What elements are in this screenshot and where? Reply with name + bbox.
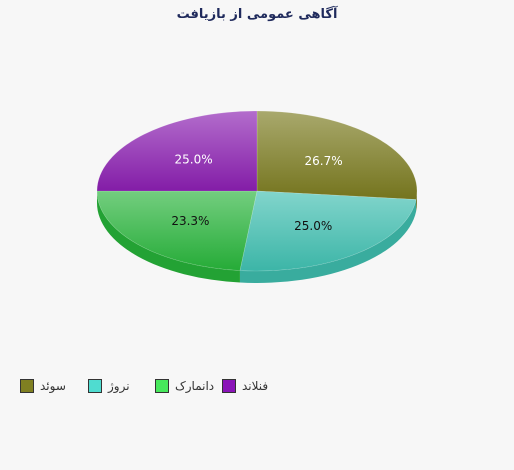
pie-tops: [96, 110, 418, 272]
pie-slice-denmark[interactable]: [96, 190, 258, 271]
legend-swatch-sweden: [20, 379, 34, 393]
pie-side-denmark: [97, 191, 240, 283]
legend-item-finland[interactable]: فنلاند: [222, 378, 268, 394]
pie-labels: 26.7% 25.0% 23.3% 25.0%: [171, 152, 342, 233]
data-label-sweden: 26.7%: [305, 154, 343, 168]
pie-slice-norway[interactable]: [239, 190, 417, 272]
data-label-norway: 25.0%: [294, 219, 332, 233]
legend-item-sweden[interactable]: سوئد: [20, 378, 66, 394]
legend-swatch-norway: [88, 379, 102, 393]
legend-item-norway[interactable]: نروژ: [88, 378, 130, 394]
legend-label-finland: فنلاند: [242, 379, 269, 393]
chart-title: آگاهی عمومی از بازیافت: [176, 7, 338, 22]
pie-slice-finland[interactable]: [96, 110, 258, 192]
legend-label-denmark: دانمارک: [175, 379, 215, 393]
legend-item-denmark[interactable]: دانمارک: [155, 378, 214, 394]
pie-slice-sweden[interactable]: [256, 110, 418, 200]
pie-sides: [97, 191, 417, 283]
data-label-denmark: 23.3%: [171, 214, 209, 228]
legend-swatch-finland: [222, 379, 236, 393]
legend-label-sweden: سوئد: [40, 379, 66, 393]
pie-side-norway: [239, 199, 417, 283]
legend-label-norway: نروژ: [108, 379, 130, 393]
pie-side-sweden: [416, 191, 417, 212]
legend-swatch-denmark: [155, 379, 169, 393]
data-label-finland: 25.0%: [175, 152, 213, 166]
